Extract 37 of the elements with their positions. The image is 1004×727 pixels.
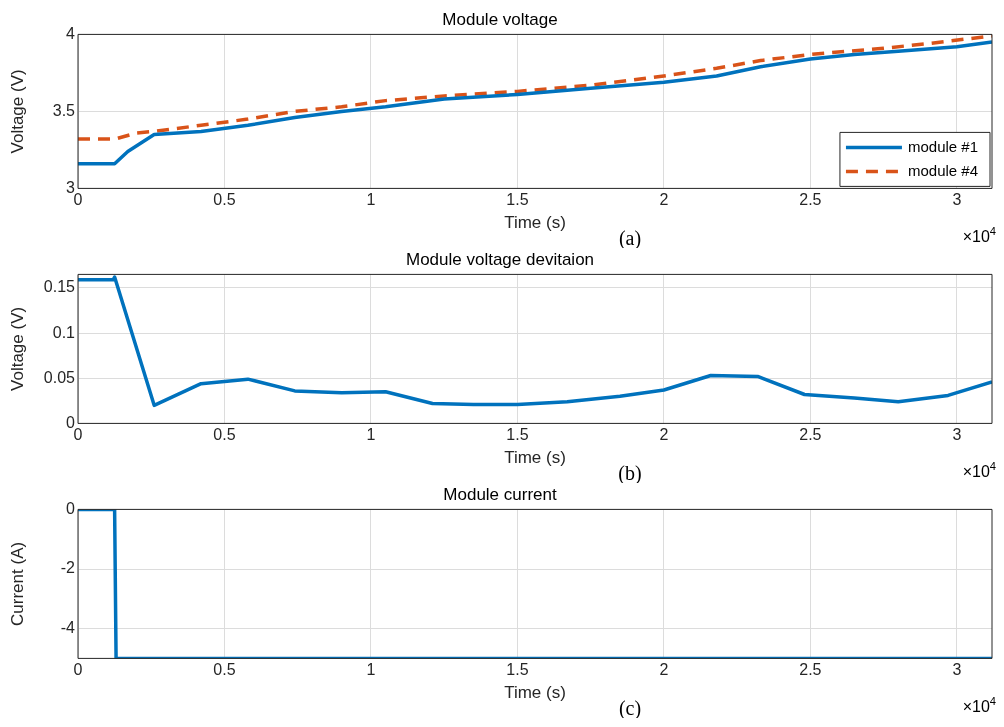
y-tick-label: 0.1 (52, 323, 76, 341)
x-tick-label: 0.5 (213, 661, 236, 679)
x-tick-label: 2 (659, 191, 669, 209)
x-tick-label: 3 (952, 426, 962, 444)
y-axis-title: Voltage (V) (7, 306, 27, 391)
chart-title: Module current (443, 484, 557, 504)
y-axis-title: Current (A) (7, 541, 27, 626)
x-tick-label: 1.5 (506, 661, 529, 679)
x-tick-label: 1.5 (506, 191, 529, 209)
x-tick-label: 0.5 (213, 426, 236, 444)
y-tick-label: 0.15 (43, 278, 76, 296)
x-axis-title: Time (s) (504, 448, 566, 468)
y-tick-label: 3.5 (52, 101, 76, 119)
x-tick-label: 3 (952, 191, 962, 209)
y-tick-label: 0 (66, 499, 76, 517)
y-tick-label: 0.05 (43, 368, 76, 386)
x-tick-label: 1 (366, 191, 376, 209)
x-tick-label: 3 (952, 661, 962, 679)
x-tick-label: 1 (366, 661, 376, 679)
x-tick-label: 2.5 (799, 661, 822, 679)
y-tick-label: 4 (66, 24, 76, 42)
legend-label: module #1 (907, 137, 979, 155)
x-tick-label: 0.5 (213, 191, 236, 209)
chart-title: Module voltage (442, 9, 558, 29)
x-tick-label: 2 (659, 661, 669, 679)
y-tick-label: -4 (60, 619, 76, 637)
x-axis-title: Time (s) (504, 213, 566, 233)
y-tick-label: -2 (60, 559, 76, 577)
x-tick-label: 2.5 (799, 191, 822, 209)
y-axis-title: Voltage (V) (7, 69, 27, 154)
x-tick-label: 2 (659, 426, 669, 444)
legend-label: module #4 (907, 161, 979, 179)
x-tick-label: 2.5 (799, 426, 822, 444)
chart-title: Module voltage devitaion (405, 249, 595, 269)
x-tick-label: 1.5 (506, 426, 529, 444)
x-tick-label: 1 (366, 426, 376, 444)
x-axis-title: Time (s) (504, 683, 566, 703)
